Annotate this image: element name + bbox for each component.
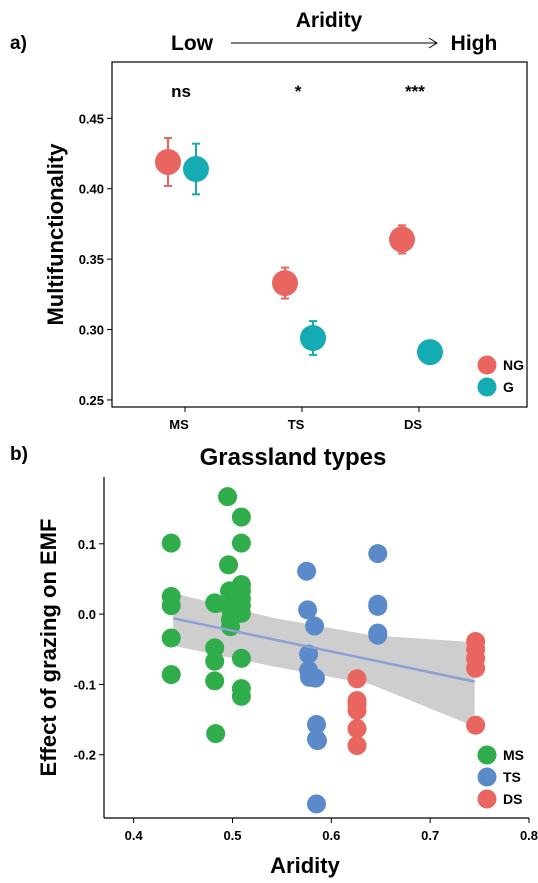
panel-a: a) Aridity Low High 0.25 0.30 0.35 0.40 0.45 MS TS… [10,9,528,432]
data-point-ms [161,665,181,685]
panel-a-frame [111,61,528,408]
x-tick-label: DS [404,417,422,432]
data-point-ds [347,719,367,739]
data-point-ms [161,533,181,553]
data-point-ts [368,625,388,645]
x-tick-label: 0.8 [520,828,538,843]
aridity-high-label: High [451,32,498,55]
aridity-arrow-head [428,37,438,49]
x-tick-label: MS [169,417,189,432]
data-point-ds [466,658,486,678]
data-point-g [300,325,326,351]
panel-label-b: b) [10,444,28,465]
significance-label: ns [171,82,191,101]
legend-swatch-ng [477,355,497,375]
data-point-ms [231,507,251,527]
y-axis-label: Multifunctionality [43,143,68,326]
y-tick-label: 0.45 [79,111,104,126]
data-point-g [417,339,443,366]
y-tick-label: 0.30 [79,323,104,338]
y-tick-label: 0.1 [78,537,96,552]
data-point-ms [231,648,251,668]
data-point-ds [347,669,367,689]
y-tick-label: 0.35 [79,252,104,267]
x-tick-label: 0.6 [322,828,340,843]
legend-swatch-ms [477,745,497,765]
x-tick-label: TS [288,417,305,432]
data-point-ts [307,794,326,814]
chart-title: Grassland types [200,444,387,471]
x-tick-label: 0.7 [421,828,439,843]
legend-label: NG [503,357,524,373]
legend-swatch-g [477,377,497,397]
legend-label: TS [503,769,521,785]
data-point-ms [205,651,225,671]
y-tick-label: 0.40 [79,182,104,197]
data-point-ts [368,596,388,616]
legend-swatch-ds [477,789,497,809]
data-point-ms [231,686,251,706]
significance-label: * [295,82,302,101]
panel-label-a: a) [10,33,27,54]
data-point-ms [205,671,225,691]
data-point-ms [218,487,238,507]
data-point-ms [206,724,226,744]
data-point-ts [306,668,326,688]
x-tick-label: 0.5 [223,828,241,843]
data-point-ts [368,544,388,564]
confidence-band [173,593,475,727]
data-point-g [183,156,209,183]
data-point-ts [299,644,319,664]
x-tick-label: 0.4 [125,828,144,843]
data-point-ms [219,555,239,575]
data-point-ms [205,638,225,658]
aridity-header-title: Aridity [296,9,363,32]
legend-label: G [503,379,514,395]
regression-line [172,617,475,683]
y-tick-label: 0.25 [79,393,104,408]
data-point-ms [161,628,181,648]
y-tick-label: -0.1 [74,677,96,692]
data-point-ds [466,715,486,735]
panel-b: b) Grassland types -0.2 -0.1 0.0 0.1 0.4 0.5 0.6… [10,444,538,878]
data-point-ds [347,694,367,714]
data-point-ng [155,148,181,175]
legend-label: DS [503,791,522,807]
aridity-low-label: Low [171,32,214,55]
data-point-ms [231,533,251,553]
legend-label: MS [503,747,524,763]
data-point-ts [307,731,327,751]
y-tick-label: 0.0 [78,607,96,622]
significance-label: *** [405,82,425,101]
data-point-ds [347,736,367,756]
data-point-ts [305,616,325,636]
data-point-ng [272,270,298,297]
data-point-ng [389,226,415,253]
data-point-ts [298,600,318,620]
x-axis-label: Aridity [270,853,340,878]
legend-swatch-ts [477,767,497,787]
y-tick-label: -0.2 [74,748,96,763]
data-point-ms [161,596,181,616]
data-point-ts [297,561,317,581]
data-point-ms [231,603,251,623]
y-axis-label: Effect of grazing on EMF [36,519,61,777]
data-point-ts [307,714,326,734]
